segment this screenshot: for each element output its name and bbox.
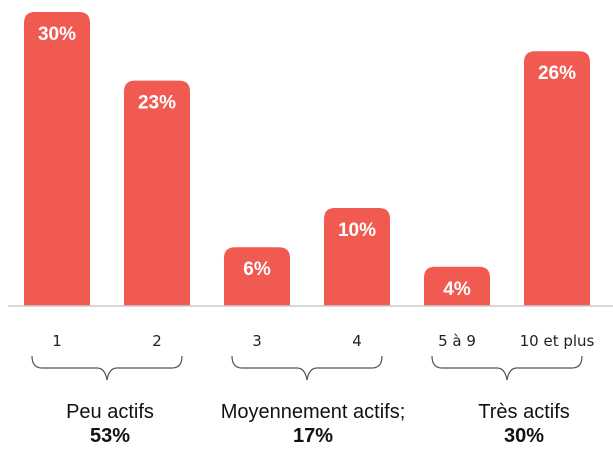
tick-label-1: 1 xyxy=(52,332,62,350)
value-label-6: 26% xyxy=(538,63,576,84)
value-label-5: 4% xyxy=(443,279,471,300)
tick-label-5: 5 à 9 xyxy=(438,332,476,350)
group-bracket-1 xyxy=(31,355,183,381)
group-share: 53% xyxy=(89,425,131,447)
group-brackets xyxy=(31,355,583,381)
group-label-peu-actifs: Peu actifs 53% xyxy=(30,400,190,448)
group-share: 17% xyxy=(292,425,334,447)
bar-4 xyxy=(324,208,390,306)
group-bracket-2 xyxy=(231,355,383,381)
group-name: Moyennement actifs; xyxy=(220,401,406,423)
bar-6 xyxy=(524,51,590,307)
group-label-moyennement-actifs: Moyennement actifs; 17% xyxy=(218,400,408,448)
tick-labels: 1 2 3 4 5 à 9 10 et plus xyxy=(52,332,594,350)
group-name: Très actifs xyxy=(478,401,570,423)
bar-1 xyxy=(24,12,90,306)
bar-5 xyxy=(424,266,490,306)
tick-label-4: 4 xyxy=(352,332,362,350)
bar-2 xyxy=(124,80,190,306)
tick-label-6: 10 et plus xyxy=(520,332,595,350)
tick-label-3: 3 xyxy=(252,332,262,350)
bar-3 xyxy=(224,247,290,306)
group-bracket-3 xyxy=(431,355,583,381)
value-labels: 30% 23% 6% 10% 4% 26% xyxy=(38,24,576,300)
group-name: Peu actifs xyxy=(66,401,154,423)
tick-label-2: 2 xyxy=(152,332,162,350)
value-label-2: 23% xyxy=(138,93,176,114)
bars xyxy=(24,12,590,307)
value-label-1: 30% xyxy=(38,24,76,45)
value-label-4: 10% xyxy=(338,220,376,241)
group-label-tres-actifs: Très actifs 30% xyxy=(444,400,604,448)
group-share: 30% xyxy=(503,425,545,447)
value-label-3: 6% xyxy=(243,259,271,280)
